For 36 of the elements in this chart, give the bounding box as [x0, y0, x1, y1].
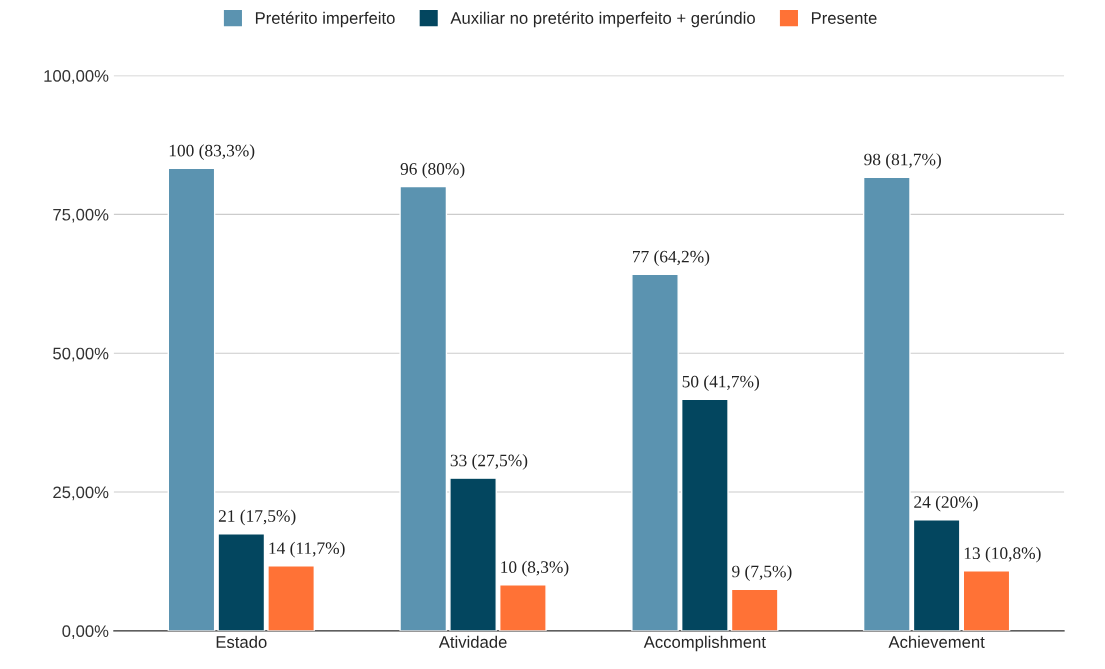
- bar: [499, 584, 547, 631]
- bar: [862, 176, 911, 631]
- data-label: 98 (81,7%): [864, 153, 941, 169]
- legend-label: Presente: [811, 12, 877, 24]
- data-label: 14 (11,7%): [269, 541, 345, 558]
- bar: [399, 185, 448, 631]
- data-label: 50 (41,7%): [682, 375, 760, 391]
- x-tick-label: Estado: [216, 635, 267, 648]
- data-label: 96 (80%): [400, 162, 465, 179]
- y-tick-label: 25,00%: [53, 486, 109, 501]
- data-label: 24 (20%): [914, 495, 978, 512]
- y-tick-label: 100,00%: [44, 70, 109, 84]
- bar: [962, 570, 1011, 631]
- data-label: 13 (10,8%): [964, 546, 1041, 563]
- legend-label: Auxiliar no pretérito imperfeito + gerúndio: [450, 11, 755, 28]
- y-tick-label: 0,00%: [62, 625, 109, 640]
- data-label: 100 (83,3%): [169, 144, 255, 160]
- bar: [449, 477, 497, 631]
- bar: [680, 398, 729, 631]
- legend-label: Pretérito imperfeito: [255, 11, 395, 28]
- x-tick-label: Accomplishment: [643, 635, 766, 652]
- x-tick-label: Achievement: [888, 635, 985, 648]
- bar: [217, 532, 266, 631]
- bar: [631, 273, 679, 631]
- data-label: 10 (8,3%): [501, 560, 569, 577]
- data-label: 77 (64,2%): [632, 250, 710, 267]
- data-label: 21 (17,5%): [218, 509, 296, 526]
- bar: [267, 565, 316, 631]
- data-label: 33 (27,5%): [450, 454, 528, 470]
- bar: [730, 588, 779, 631]
- bar: [167, 167, 216, 631]
- x-tick-label: Atividade: [438, 635, 507, 648]
- data-label: 9 (7,5%): [732, 565, 792, 581]
- y-tick-label: 50,00%: [53, 347, 109, 362]
- y-tick-label: 75,00%: [53, 208, 109, 223]
- bar: [912, 519, 961, 631]
